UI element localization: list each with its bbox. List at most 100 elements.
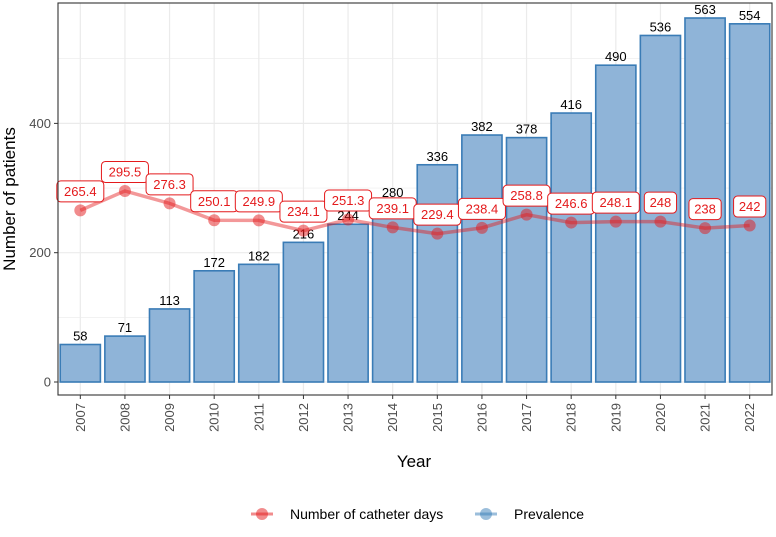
catheter-days-label-2021: 238: [688, 198, 722, 221]
axes: 0 200 400 2007 2008 2009 2010 2011 2012 2013 2014 2…: [29, 2, 773, 432]
label-text: 250.1: [198, 194, 231, 209]
catheter-days-label-2022: 242: [733, 195, 767, 218]
label-box: [100, 160, 149, 183]
legend-item-catheter-days: Number of catheter days: [251, 506, 443, 522]
catheter-days-label-2013: 251.3: [324, 189, 373, 212]
catheter-days-label-2010: 250.1: [190, 190, 239, 213]
bar-value-label-2008: 71: [118, 320, 132, 335]
label-box: [733, 195, 767, 218]
catheter-days-point-2011: [252, 214, 265, 227]
x-tick-label-2020: 2020: [653, 403, 668, 432]
y-axis-title: Number of patients: [0, 127, 19, 271]
bar-2007: [59, 343, 102, 383]
bar-value-label-2007: 58: [73, 329, 87, 344]
x-tick-label-2014: 2014: [385, 403, 400, 432]
catheter-days-point-2010: [208, 214, 221, 227]
label-text: 229.4: [421, 207, 454, 222]
catheter-days-path: [79, 189, 750, 236]
bar-value-label-2015: 336: [426, 149, 448, 164]
catheter-days-label-2011: 249.9: [234, 190, 283, 213]
x-tick-label-2011: 2011: [251, 403, 266, 431]
catheter-days-point-2012: [297, 224, 310, 237]
bar-value-label-2018: 416: [560, 97, 582, 112]
bar-value-label-2021: 563: [694, 2, 716, 17]
prevalence-bars: [59, 17, 771, 383]
label-text: 246.6: [555, 196, 588, 211]
label-box: [688, 198, 722, 221]
x-tick-label-2007: 2007: [73, 403, 88, 432]
panel-border: [57, 2, 773, 396]
label-text: 234.1: [287, 204, 320, 219]
catheter-days-point-2015: [431, 227, 444, 240]
label-text: 238.4: [466, 201, 499, 216]
label-text: 248.1: [600, 195, 633, 210]
legend: Number of catheter days Prevalence: [251, 506, 584, 522]
x-tick-label-2019: 2019: [608, 403, 623, 432]
bar-value-label-2011: 182: [248, 248, 270, 263]
bar-2012: [282, 241, 325, 383]
legend-key-point: [256, 508, 268, 520]
bar-2017: [505, 136, 548, 383]
catheter-days-point-2009: [163, 197, 176, 210]
x-tick-label-2012: 2012: [296, 403, 311, 432]
legend-item-prevalence: Prevalence: [475, 506, 584, 522]
catheter-days-labels: 265.4 295.5 276.3 250.1 249.9 234.1 251.3 239.1…: [56, 160, 767, 226]
label-box: [279, 200, 328, 223]
x-tick-label-2017: 2017: [519, 403, 534, 432]
legend-key-point: [480, 508, 492, 520]
label-box: [145, 173, 194, 196]
catheter-days-label-2015: 229.4: [413, 203, 462, 226]
catheter-days-point-2016: [475, 221, 488, 234]
catheter-days-point-2008: [118, 184, 131, 197]
catheter-days-point-2013: [342, 213, 355, 226]
catheter-days-label-2014: 239.1: [368, 197, 417, 220]
label-box: [591, 191, 640, 214]
catheter-days-label-2012: 234.1: [279, 200, 328, 223]
x-tick-label-2009: 2009: [162, 403, 177, 432]
label-text: 276.3: [153, 177, 186, 192]
catheter-days-point-2021: [699, 222, 712, 235]
label-text: 249.9: [243, 194, 276, 209]
bar-2008: [104, 335, 146, 383]
catheter-days-label-2018: 246.6: [547, 192, 596, 215]
bar-2018: [550, 112, 593, 383]
x-tick-label-2013: 2013: [341, 403, 356, 432]
bar-value-label-2016: 382: [471, 119, 493, 134]
catheter-days-label-2009: 276.3: [145, 173, 194, 196]
bar-2015: [416, 163, 459, 383]
catheter-days-label-2016: 238.4: [457, 197, 506, 220]
catheter-days-label-2020: 248: [643, 191, 678, 214]
y-tick-label: 200: [29, 245, 51, 260]
catheter-days-label-2008: 295.5: [100, 160, 149, 183]
label-text: 238: [694, 202, 716, 217]
catheter-days-point-2007: [74, 204, 87, 217]
label-text: 265.4: [64, 184, 97, 199]
bar-value-label-2009: 113: [159, 293, 180, 308]
bar-2016: [461, 134, 503, 383]
x-tick-label-2010: 2010: [207, 403, 222, 432]
label-box: [457, 197, 506, 220]
x-tick-label-2018: 2018: [564, 403, 579, 432]
bar-value-label-2017: 378: [516, 122, 538, 137]
x-tick-label-2015: 2015: [430, 403, 445, 432]
bar-value-label-2020: 536: [650, 19, 672, 34]
bar-2010: [193, 269, 236, 383]
x-tick-label-2021: 2021: [698, 403, 713, 432]
bar-2009: [148, 308, 191, 383]
catheter-days-point-2019: [609, 215, 622, 228]
bar-value-label-2019: 490: [605, 49, 627, 64]
catheter-days-point-2017: [520, 208, 533, 221]
catheter-days-point-2020: [654, 215, 667, 228]
x-axis-title: Year: [397, 452, 432, 471]
catheter-days-point-2014: [386, 221, 399, 234]
x-tick-label-2008: 2008: [117, 403, 132, 432]
catheter-days-point-2018: [565, 216, 578, 229]
catheter-days-label-2017: 258.8: [502, 184, 551, 207]
label-text: 251.3: [332, 193, 365, 208]
bar-2013: [327, 223, 369, 383]
catheter-days-label-2007: 265.4: [56, 180, 105, 203]
catheter-days-point-2022: [743, 219, 756, 232]
x-tick-label-2016: 2016: [474, 403, 489, 432]
label-box: [56, 180, 105, 203]
